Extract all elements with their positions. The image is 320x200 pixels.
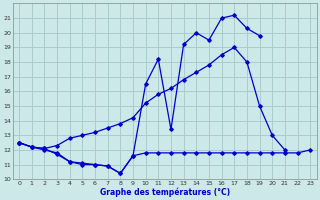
X-axis label: Graphe des températures (°C): Graphe des températures (°C) [100,187,230,197]
